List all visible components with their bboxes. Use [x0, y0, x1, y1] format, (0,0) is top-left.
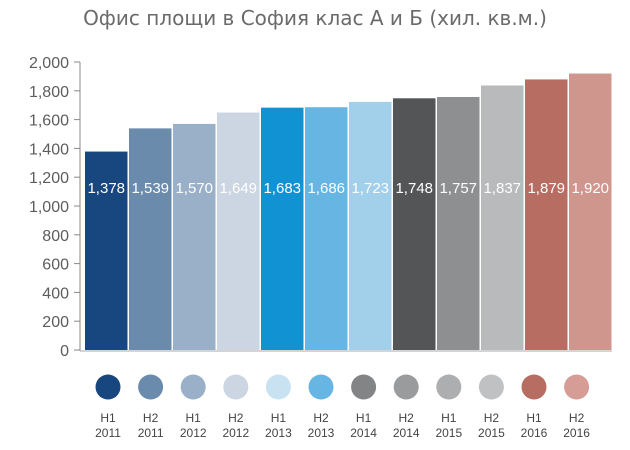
y-tick-label: 1,800 — [29, 84, 69, 101]
legend-label-half: H2 — [484, 411, 500, 425]
legend-marker — [351, 374, 377, 400]
legend-label-half: H2 — [399, 411, 415, 425]
y-tick-label: 200 — [42, 314, 69, 331]
legend-label-year: 2012 — [222, 426, 249, 440]
legend-label-half: H1 — [356, 411, 372, 425]
legend-label-half: H2 — [313, 411, 329, 425]
value-labels: 1,378 1,539 1,570 1,649 1,683 1,686 1,723 1,748… — [87, 180, 609, 197]
bar — [217, 112, 260, 350]
bar — [393, 98, 436, 351]
y-tick-label: 1,200 — [29, 170, 69, 187]
data-label: 1,757 — [439, 180, 477, 197]
legend-label-half: H1 — [100, 411, 116, 425]
legend-marker — [478, 374, 504, 400]
legend-marker — [95, 374, 121, 400]
legend-marker — [436, 374, 462, 400]
legend-label-year: 2015 — [478, 426, 505, 440]
y-tick-label: 1,400 — [29, 141, 69, 158]
bars — [85, 73, 612, 351]
legend-label-year: 2016 — [563, 426, 590, 440]
y-tick-label: 400 — [42, 285, 69, 302]
y-tick-label: 2,000 — [29, 55, 69, 72]
legend-label-year: 2016 — [521, 426, 548, 440]
y-tick-label: 1,600 — [29, 113, 69, 130]
legend-label-year: 2011 — [95, 426, 121, 440]
bar — [349, 101, 392, 350]
legend-label-half: H2 — [228, 411, 244, 425]
data-label: 1,686 — [307, 180, 345, 197]
legend-marker — [308, 374, 334, 400]
data-label: 1,920 — [571, 180, 609, 197]
y-tick-label: 600 — [42, 257, 69, 274]
bar — [305, 107, 348, 350]
bar — [569, 73, 612, 351]
bar — [525, 79, 568, 350]
data-label: 1,837 — [483, 180, 521, 197]
y-axis: 0 200 400 600 800 1,000 1,200 1,400 1,600 1,800 2,… — [29, 55, 612, 360]
legend: H12011H22011H12012H22012H12013H22013H120… — [95, 374, 590, 440]
data-label: 1,539 — [131, 180, 169, 197]
legend-marker — [223, 374, 249, 400]
legend-label-half: H1 — [526, 411, 542, 425]
legend-marker — [180, 374, 206, 400]
y-tick-label: 1,000 — [29, 199, 69, 216]
legend-label-half: H2 — [569, 411, 585, 425]
legend-label-year: 2013 — [265, 426, 292, 440]
legend-label-year: 2014 — [350, 426, 377, 440]
bar — [481, 85, 524, 351]
legend-label-year: 2012 — [180, 426, 207, 440]
legend-marker — [521, 374, 547, 400]
data-label: 1,683 — [263, 180, 301, 197]
legend-marker — [138, 374, 164, 400]
y-tick-label: 800 — [42, 228, 69, 245]
legend-label-half: H1 — [271, 411, 287, 425]
bar — [437, 96, 480, 350]
legend-label-year: 2014 — [393, 426, 420, 440]
bar — [261, 107, 304, 350]
bar — [85, 151, 128, 350]
legend-label-year: 2011 — [138, 426, 164, 440]
legend-label-half: H2 — [143, 411, 159, 425]
legend-marker — [265, 374, 291, 400]
bar — [173, 123, 216, 350]
legend-label-half: H1 — [441, 411, 457, 425]
data-label: 1,649 — [219, 180, 257, 197]
legend-marker — [393, 374, 419, 400]
legend-label-year: 2015 — [435, 426, 462, 440]
legend-label-year: 2013 — [308, 426, 335, 440]
chart-title: Офис площи в София клас А и Б (хил. кв.м… — [83, 6, 547, 30]
data-label: 1,748 — [395, 180, 433, 197]
legend-label-half: H1 — [186, 411, 202, 425]
y-tick-label: 0 — [60, 343, 69, 360]
legend-marker — [564, 374, 590, 400]
data-label: 1,378 — [87, 180, 125, 197]
data-label: 1,879 — [527, 180, 565, 197]
data-label: 1,723 — [351, 180, 389, 197]
data-label: 1,570 — [175, 180, 213, 197]
bar — [129, 128, 172, 350]
